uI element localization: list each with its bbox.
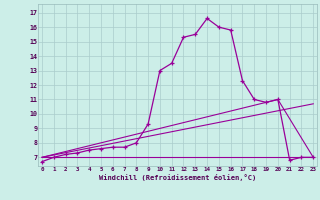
X-axis label: Windchill (Refroidissement éolien,°C): Windchill (Refroidissement éolien,°C) bbox=[99, 174, 256, 181]
